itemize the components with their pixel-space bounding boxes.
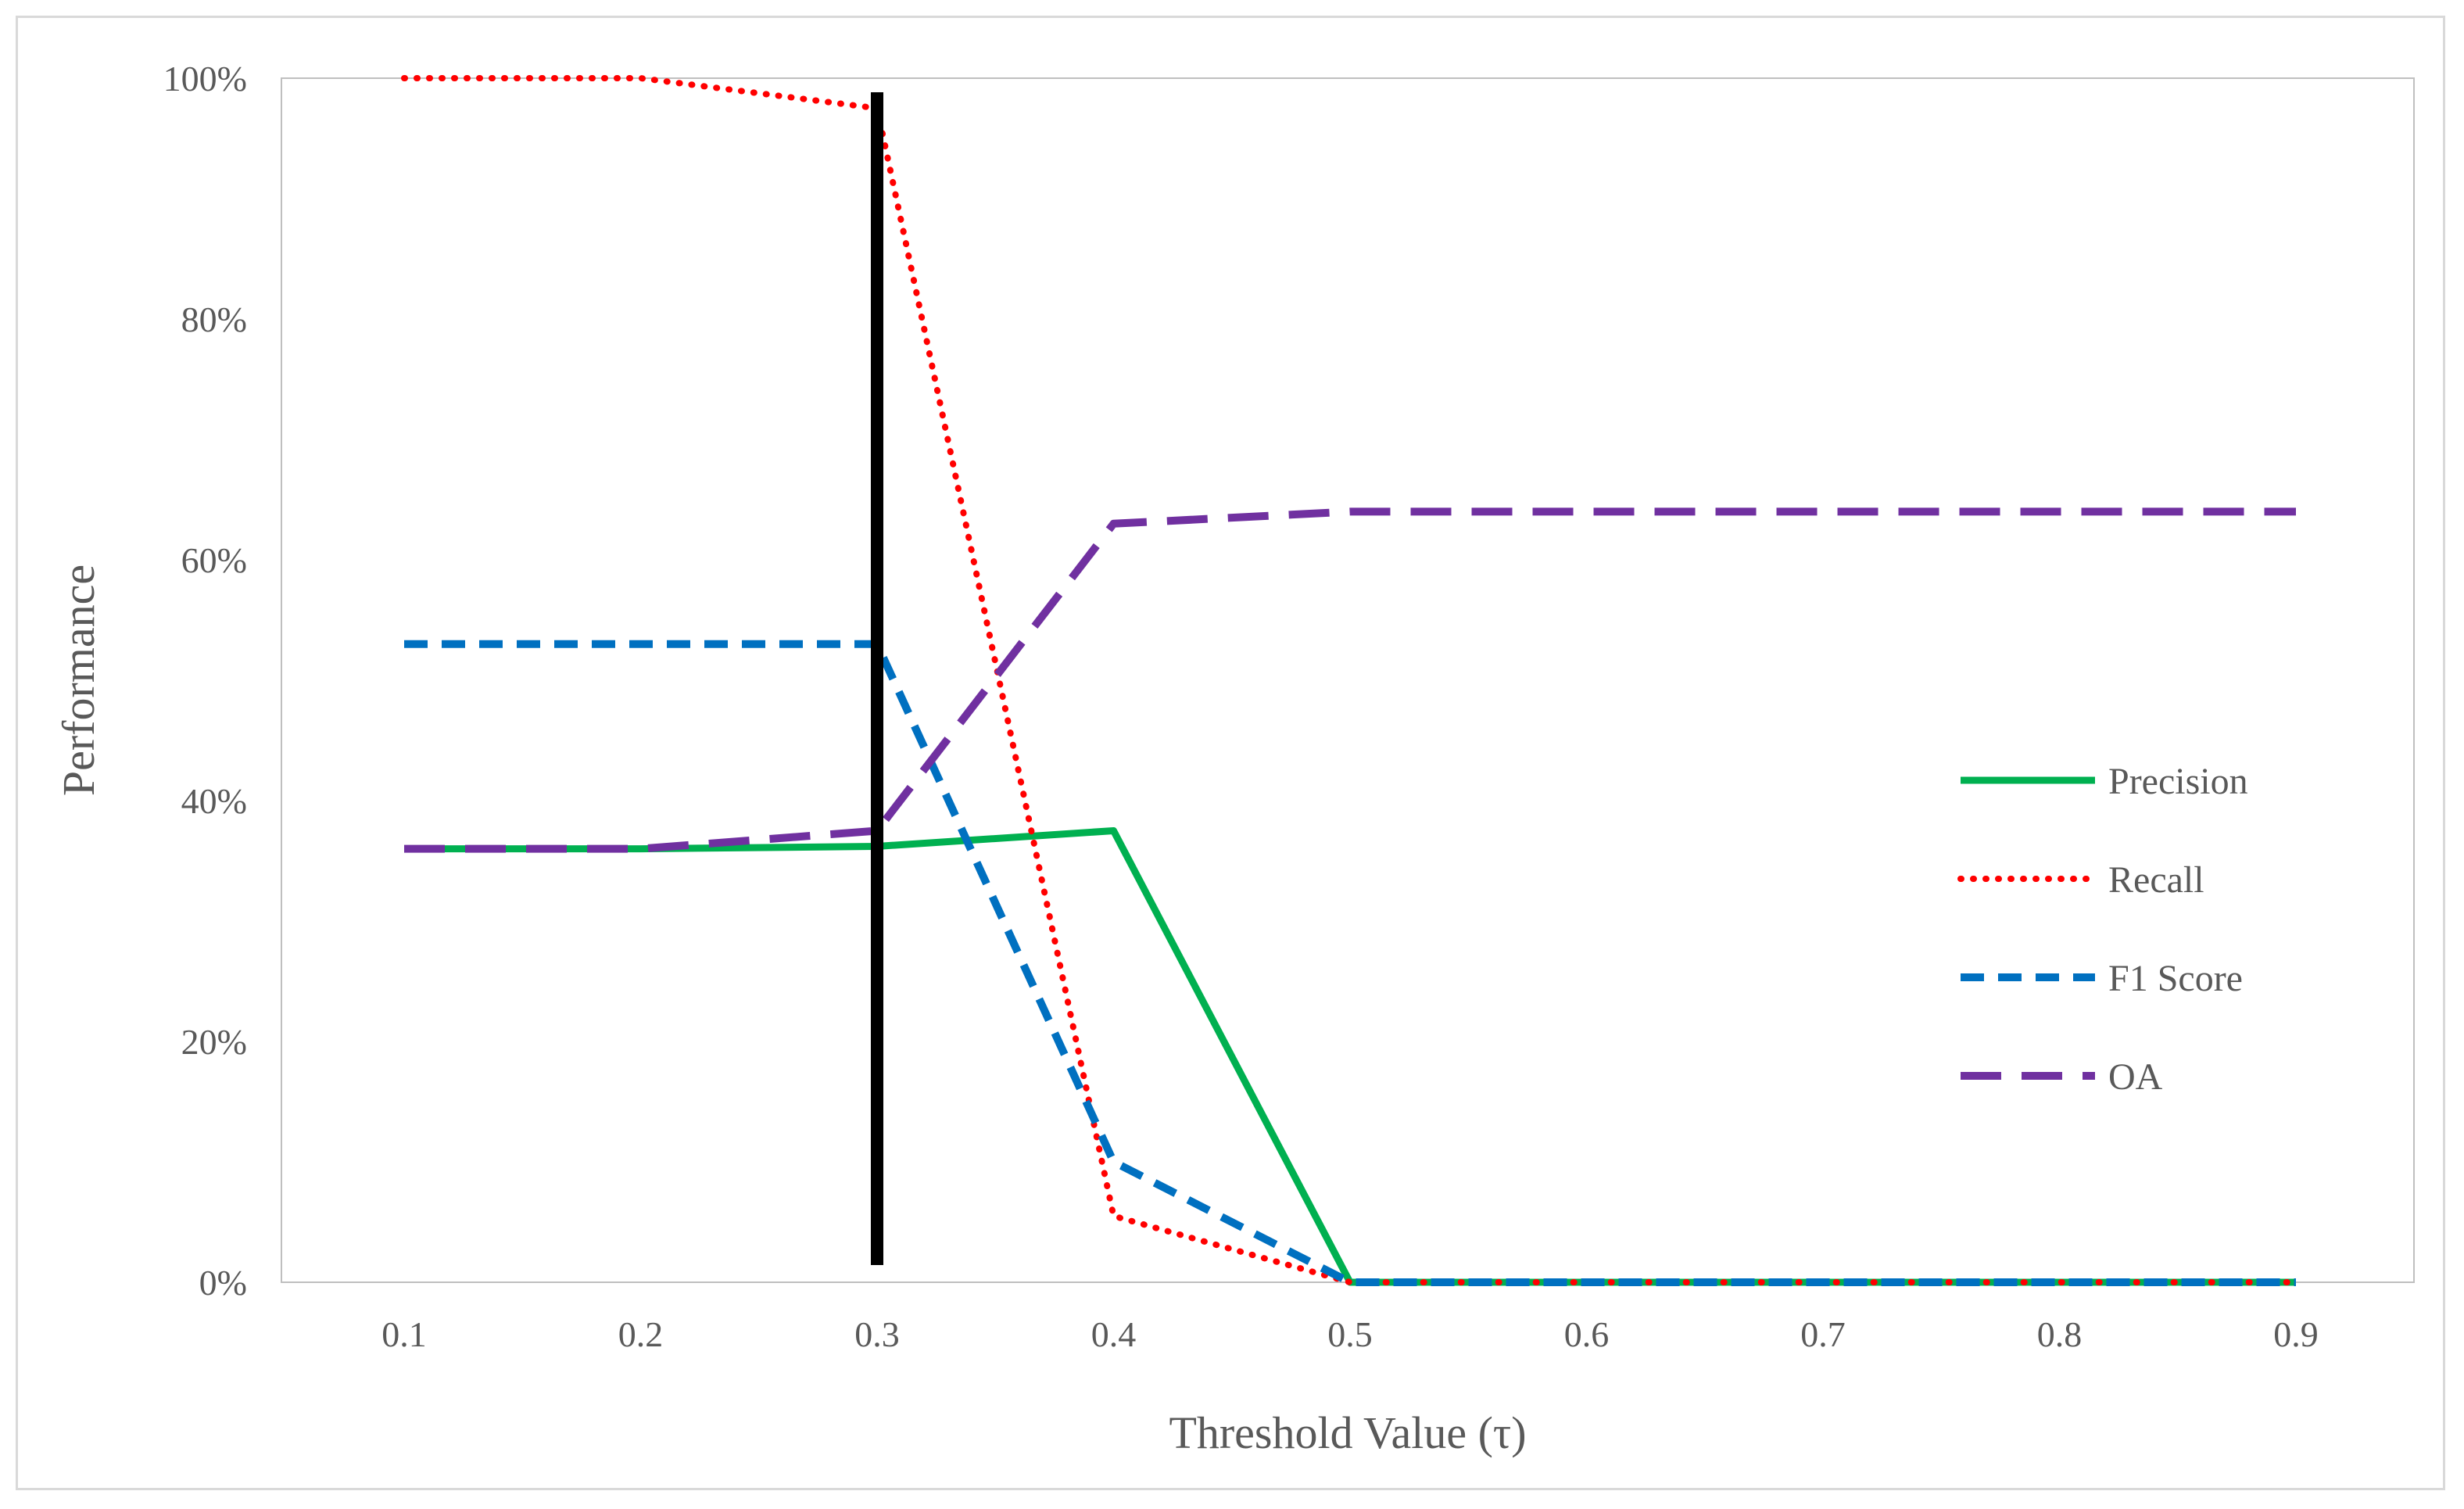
- y-tick-label: 100%: [163, 59, 247, 99]
- y-tick-label: 80%: [181, 299, 247, 339]
- x-tick-label: 0.9: [2273, 1314, 2319, 1354]
- y-tick-label: 40%: [181, 781, 247, 821]
- series-lines: [401, 75, 2299, 1286]
- y-axis-title: Performance: [53, 565, 104, 796]
- legend: Precision Recall F1 Score OA: [1957, 761, 2248, 1098]
- legend-label: Recall: [2108, 859, 2204, 901]
- plot-area: [281, 77, 2415, 1283]
- x-tick-label: 0.2: [618, 1314, 664, 1354]
- x-tick-label: 0.5: [1327, 1314, 1373, 1354]
- x-tick-label: 0.4: [1091, 1314, 1137, 1354]
- legend-label: Precision: [2108, 761, 2248, 802]
- series-line-f1-score: [404, 640, 2296, 1286]
- x-tick-label: 0.3: [854, 1314, 900, 1354]
- legend-label: F1 Score: [2108, 958, 2243, 999]
- series-line-recall: [401, 75, 2299, 1285]
- x-tick-label: 0.8: [2037, 1314, 2083, 1354]
- y-axis-ticks: 0% 20% 40% 60% 80% 100%: [163, 59, 247, 1303]
- x-axis-title: Threshold Value (τ): [1169, 1407, 1526, 1458]
- y-tick-label: 20%: [181, 1022, 247, 1062]
- legend-label: OA: [2108, 1056, 2163, 1098]
- x-tick-label: 0.1: [381, 1314, 427, 1354]
- y-tick-label: 0%: [199, 1263, 247, 1303]
- x-axis-ticks: 0.1 0.2 0.3 0.4 0.5 0.6 0.7 0.8 0.9: [381, 1314, 2319, 1354]
- series-line-oa: [404, 507, 2296, 853]
- x-tick-label: 0.6: [1564, 1314, 1610, 1354]
- y-tick-label: 60%: [181, 540, 247, 580]
- x-tick-label: 0.7: [1800, 1314, 1846, 1354]
